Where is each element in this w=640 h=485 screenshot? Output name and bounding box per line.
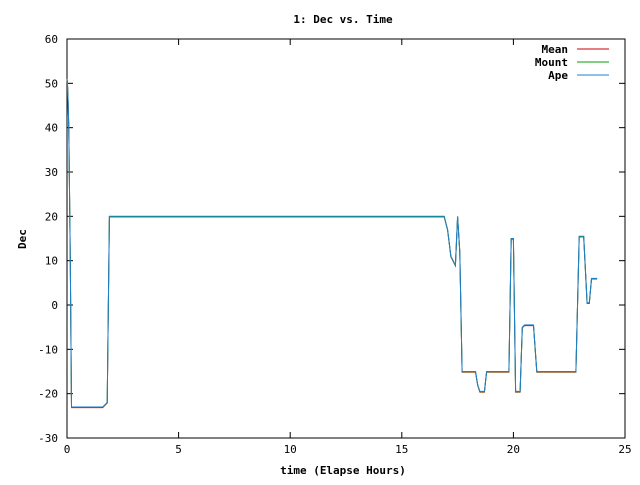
series-line-mean xyxy=(66,79,598,409)
y-tick-label: -20 xyxy=(38,388,58,401)
x-axis-label: time (Elapse Hours) xyxy=(280,464,406,477)
x-tick-label: 15 xyxy=(395,443,408,456)
legend-label-mean: Mean xyxy=(542,43,569,56)
y-tick-label: 50 xyxy=(45,77,58,90)
y-tick-label: -10 xyxy=(38,343,58,356)
y-tick-label: 30 xyxy=(45,166,58,179)
y-tick-label: -30 xyxy=(38,432,58,445)
y-tick-label: 10 xyxy=(45,255,58,268)
legend-label-ape: Ape xyxy=(548,69,568,82)
y-axis-label: Dec xyxy=(16,229,29,249)
y-tick-label: 0 xyxy=(51,299,58,312)
legend-label-mount: Mount xyxy=(535,56,568,69)
y-tick-label: 40 xyxy=(45,122,58,135)
series-line-mount xyxy=(66,79,598,408)
chart-title: 1: Dec vs. Time xyxy=(293,13,393,26)
series-line-ape xyxy=(66,78,598,408)
y-tick-label: 60 xyxy=(45,33,58,46)
axes-layer: 0 5 10 15 20 25 -30 -20 -10 0 10 20 30 40 50 60 xyxy=(38,33,632,456)
x-tick-label: 25 xyxy=(618,443,631,456)
x-tick-label: 20 xyxy=(507,443,520,456)
series-layer xyxy=(66,78,598,409)
plot-frame xyxy=(66,38,626,439)
x-tick-label: 5 xyxy=(175,443,182,456)
y-tick-label: 20 xyxy=(45,210,58,223)
x-tick-label: 0 xyxy=(64,443,71,456)
x-tick-label: 10 xyxy=(284,443,297,456)
